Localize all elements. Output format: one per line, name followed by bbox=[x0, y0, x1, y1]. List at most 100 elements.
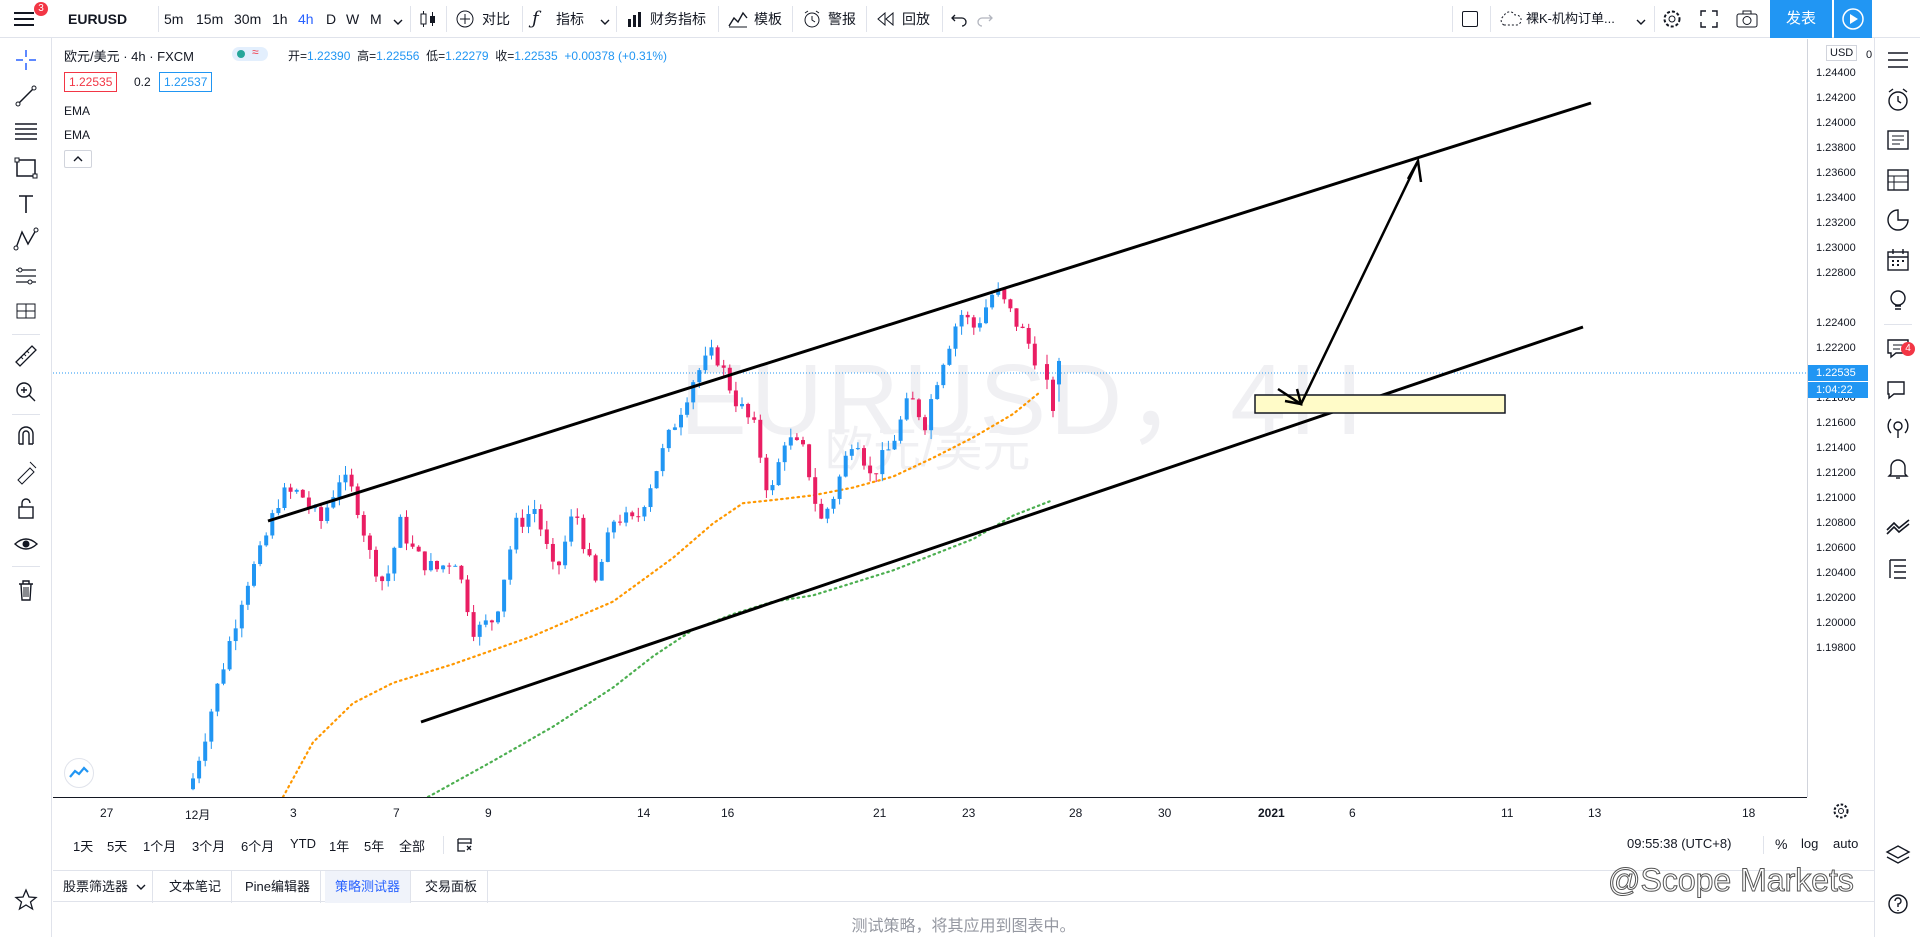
ruler-icon[interactable] bbox=[12, 342, 40, 370]
eye-icon[interactable] bbox=[12, 530, 40, 558]
range-6m[interactable]: 6个月 bbox=[241, 839, 275, 854]
calendar-icon[interactable] bbox=[1884, 246, 1912, 274]
lightbulb-icon[interactable] bbox=[1884, 286, 1912, 314]
interval-15m[interactable]: 15m bbox=[196, 11, 224, 27]
play-icon[interactable] bbox=[1834, 0, 1872, 38]
compare-button[interactable]: 对比 bbox=[482, 11, 510, 27]
range-1d[interactable]: 1天 bbox=[73, 839, 94, 854]
replay-icon[interactable] bbox=[876, 11, 896, 29]
buy-price-box[interactable]: 1.22537 bbox=[159, 72, 213, 92]
gear-icon[interactable] bbox=[1662, 9, 1682, 32]
dom-icon[interactable] bbox=[1884, 514, 1912, 542]
rectangle-shape-icon[interactable] bbox=[12, 154, 40, 182]
pattern-icon[interactable] bbox=[12, 226, 40, 254]
fullscreen-icon[interactable] bbox=[1700, 10, 1718, 31]
trend-line-icon[interactable] bbox=[12, 82, 40, 110]
range-ytd[interactable]: YTD bbox=[290, 836, 316, 851]
interval-1h[interactable]: 1h bbox=[272, 11, 288, 27]
range-1m[interactable]: 1个月 bbox=[143, 839, 177, 854]
replay-button[interactable]: 回放 bbox=[902, 11, 930, 27]
layout-name[interactable]: 裸K-机构订单... bbox=[1526, 11, 1615, 26]
data-window-icon[interactable] bbox=[1884, 166, 1912, 194]
fib-retracement-icon[interactable] bbox=[12, 118, 40, 146]
publish-button[interactable]: 发表 bbox=[1770, 0, 1832, 38]
candle-type-icon[interactable] bbox=[418, 9, 438, 32]
candle-body bbox=[935, 385, 940, 400]
indicators-button[interactable]: 指标 bbox=[556, 11, 584, 27]
crosshair-icon[interactable] bbox=[12, 46, 40, 74]
lock-drawing-icon[interactable] bbox=[12, 458, 40, 486]
interval-d[interactable]: D bbox=[326, 11, 337, 27]
chevron-down-icon[interactable] bbox=[136, 883, 146, 891]
price-chart[interactable] bbox=[53, 39, 1807, 797]
tab-stock-screener[interactable]: 股票筛选器 bbox=[53, 871, 154, 903]
candle-body bbox=[1008, 299, 1013, 309]
unlock-icon[interactable] bbox=[12, 494, 40, 522]
templates-icon[interactable] bbox=[728, 10, 748, 31]
help-icon[interactable] bbox=[1884, 890, 1912, 918]
zoom-in-icon[interactable] bbox=[12, 378, 40, 406]
layers-icon[interactable] bbox=[1884, 842, 1912, 870]
log-scale-toggle[interactable]: log bbox=[1801, 836, 1819, 851]
clock-display[interactable]: 09:55:38 (UTC+8) bbox=[1627, 836, 1732, 851]
ema-indicator-label-1[interactable]: EMA bbox=[64, 104, 91, 118]
interval-w[interactable]: W bbox=[346, 11, 360, 27]
icons-tool-icon[interactable] bbox=[12, 298, 40, 326]
percent-scale-toggle[interactable]: % bbox=[1775, 836, 1788, 852]
streams-icon[interactable] bbox=[1884, 414, 1912, 442]
chevron-down-icon[interactable] bbox=[600, 14, 610, 29]
object-tree-icon[interactable] bbox=[1884, 554, 1912, 582]
collapse-legend-button[interactable] bbox=[64, 150, 92, 168]
text-tool-icon[interactable] bbox=[12, 190, 40, 218]
sell-price-box[interactable]: 1.22535 bbox=[64, 72, 118, 92]
redo-icon[interactable] bbox=[976, 11, 994, 30]
star-icon[interactable] bbox=[12, 886, 40, 914]
tab-trading-panel[interactable]: 交易面板 bbox=[415, 871, 489, 903]
range-1y[interactable]: 1年 bbox=[329, 839, 350, 854]
range-5d[interactable]: 5天 bbox=[107, 839, 128, 854]
ideas-stream-icon[interactable] bbox=[1884, 374, 1912, 402]
financials-button[interactable]: 财务指标 bbox=[650, 11, 706, 27]
tab-strategy-tester[interactable]: 策略测试器 bbox=[325, 871, 412, 903]
trash-icon[interactable] bbox=[12, 576, 40, 604]
tab-text-notes[interactable]: 文本笔记 bbox=[159, 871, 233, 903]
interval-m[interactable]: M bbox=[370, 11, 382, 27]
chevron-down-icon[interactable] bbox=[393, 14, 403, 29]
news-icon[interactable] bbox=[1884, 126, 1912, 154]
legend-title[interactable]: 欧元/美元 · 4h · FXCM bbox=[64, 49, 195, 64]
time-axis[interactable]: 27 12月 3 7 9 14 16 21 23 28 30 2021 6 11 13 18 bbox=[53, 797, 1807, 825]
tradingview-logo-icon[interactable] bbox=[64, 758, 94, 788]
menu-icon[interactable] bbox=[14, 9, 36, 29]
financials-icon[interactable] bbox=[626, 10, 644, 31]
indicators-icon[interactable]: ƒ bbox=[532, 8, 539, 29]
candle-body bbox=[550, 543, 555, 562]
templates-button[interactable]: 模板 bbox=[754, 11, 782, 27]
auto-scale-toggle[interactable]: auto bbox=[1833, 836, 1859, 851]
bell-icon[interactable] bbox=[1884, 454, 1912, 482]
interval-4h[interactable]: 4h bbox=[298, 11, 314, 27]
ema-indicator-label-2[interactable]: EMA bbox=[64, 128, 91, 142]
range-all[interactable]: 全部 bbox=[399, 839, 426, 854]
hotlist-icon[interactable] bbox=[1884, 206, 1912, 234]
price-axis[interactable]: 0 USD 1.24400 1.24200 1.24000 1.23800 1.2360… bbox=[1807, 39, 1873, 797]
camera-icon[interactable] bbox=[1736, 10, 1758, 31]
compare-icon[interactable] bbox=[456, 10, 474, 31]
symbol-search[interactable]: EURUSD bbox=[68, 11, 128, 27]
alarm-clock-icon[interactable] bbox=[1884, 86, 1912, 114]
checkbox-icon[interactable] bbox=[1462, 11, 1478, 27]
interval-30m[interactable]: 30m bbox=[234, 11, 262, 27]
range-5y[interactable]: 5年 bbox=[364, 839, 385, 854]
date-range-calendar-icon[interactable] bbox=[455, 834, 475, 857]
prediction-icon[interactable] bbox=[12, 262, 40, 290]
chevron-down-icon[interactable] bbox=[1636, 14, 1646, 29]
alert-button[interactable]: 警报 bbox=[828, 11, 856, 27]
range-3m[interactable]: 3个月 bbox=[192, 839, 226, 854]
alarm-clock-icon[interactable] bbox=[802, 9, 822, 32]
watchlist-icon[interactable] bbox=[1884, 46, 1912, 74]
currency-label[interactable]: USD bbox=[1826, 45, 1858, 61]
undo-icon[interactable] bbox=[950, 11, 968, 30]
interval-5m[interactable]: 5m bbox=[164, 11, 184, 27]
gear-icon[interactable] bbox=[1832, 802, 1850, 823]
magnet-icon[interactable] bbox=[12, 422, 40, 450]
tab-pine-editor[interactable]: Pine编辑器 bbox=[235, 871, 322, 903]
